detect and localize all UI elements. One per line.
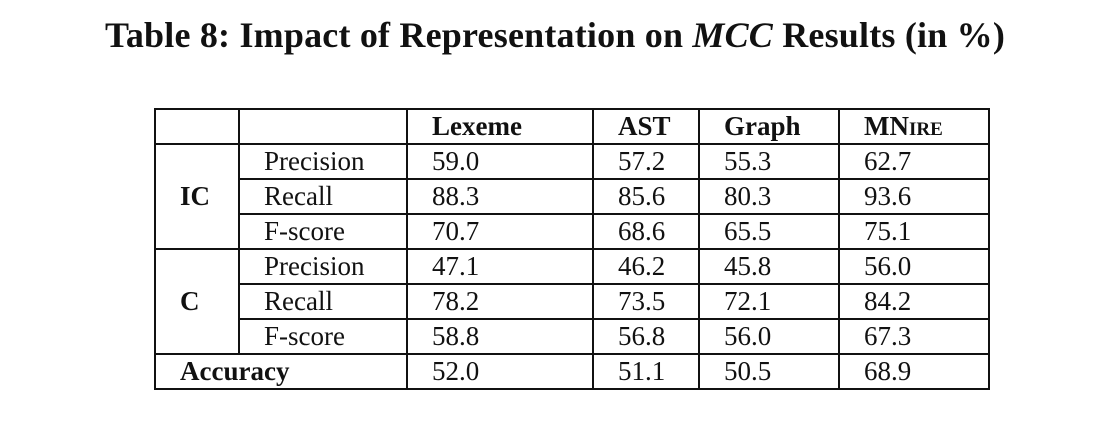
header-empty-cell bbox=[238, 108, 408, 145]
metric-label: Recall bbox=[238, 283, 408, 320]
value-cell: 80.3 bbox=[698, 178, 840, 215]
value-cell: 93.6 bbox=[838, 178, 990, 215]
caption-emphasis: MCC bbox=[692, 15, 774, 55]
value-cell: 56.0 bbox=[838, 248, 990, 285]
accuracy-row: Accuracy 52.0 51.1 50.5 68.9 bbox=[154, 353, 990, 390]
caption-prefix: Table 8: Impact of Representation on bbox=[104, 15, 693, 55]
group-label-c: C bbox=[154, 248, 240, 355]
value-cell: 75.1 bbox=[838, 213, 990, 250]
value-cell: 56.8 bbox=[592, 318, 700, 355]
column-header-mnire: MNire bbox=[838, 108, 990, 145]
value-cell: 68.6 bbox=[592, 213, 700, 250]
table-row: IC Precision 59.0 57.2 55.3 62.7 bbox=[154, 143, 990, 250]
value-cell: 78.2 bbox=[406, 283, 594, 320]
metric-label: Precision bbox=[238, 143, 408, 180]
header-empty-cell bbox=[154, 108, 240, 145]
value-cell: 85.6 bbox=[592, 178, 700, 215]
value-cell: 67.3 bbox=[838, 318, 990, 355]
column-header-ast: AST bbox=[592, 108, 700, 145]
value-cell: 65.5 bbox=[698, 213, 840, 250]
caption-suffix: Results (in %) bbox=[773, 15, 1006, 55]
accuracy-label: Accuracy bbox=[154, 353, 408, 390]
value-cell: 55.3 bbox=[698, 143, 840, 180]
table-header-row: Lexeme AST Graph MNire bbox=[154, 108, 990, 145]
value-cell: 88.3 bbox=[406, 178, 594, 215]
value-cell: 50.5 bbox=[698, 353, 840, 390]
value-cell: 45.8 bbox=[698, 248, 840, 285]
value-cell: 72.1 bbox=[698, 283, 840, 320]
table-row: Recall 78.2 73.5 72.1 84.2 bbox=[155, 283, 990, 320]
column-header-graph: Graph bbox=[698, 108, 840, 145]
metric-label: F-score bbox=[238, 213, 408, 250]
value-cell: 46.2 bbox=[592, 248, 700, 285]
value-cell: 70.7 bbox=[406, 213, 594, 250]
table-caption: Table 8: Impact of Representation on MCC… bbox=[0, 14, 1110, 56]
metric-label: Recall bbox=[238, 178, 408, 215]
value-cell: 56.0 bbox=[698, 318, 840, 355]
value-cell: 52.0 bbox=[406, 353, 594, 390]
value-cell: 62.7 bbox=[838, 143, 990, 180]
value-cell: 73.5 bbox=[592, 283, 700, 320]
metric-label: Precision bbox=[238, 248, 408, 285]
value-cell: 58.8 bbox=[406, 318, 594, 355]
value-cell: 84.2 bbox=[838, 283, 990, 320]
results-table: Lexeme AST Graph MNire IC Precision 59.0… bbox=[154, 108, 990, 390]
value-cell: 47.1 bbox=[406, 248, 594, 285]
group-label-ic: IC bbox=[154, 143, 240, 250]
value-cell: 59.0 bbox=[406, 143, 594, 180]
value-cell: 68.9 bbox=[838, 353, 990, 390]
metric-label: F-score bbox=[238, 318, 408, 355]
table-row: Recall 88.3 85.6 80.3 93.6 bbox=[155, 178, 990, 215]
table-row: F-score 70.7 68.6 65.5 75.1 bbox=[155, 213, 990, 250]
column-header-lexeme: Lexeme bbox=[406, 108, 594, 145]
value-cell: 57.2 bbox=[592, 143, 700, 180]
table-row: F-score 58.8 56.8 56.0 67.3 bbox=[155, 318, 990, 355]
table-row: C Precision 47.1 46.2 45.8 56.0 bbox=[154, 248, 990, 355]
value-cell: 51.1 bbox=[592, 353, 700, 390]
